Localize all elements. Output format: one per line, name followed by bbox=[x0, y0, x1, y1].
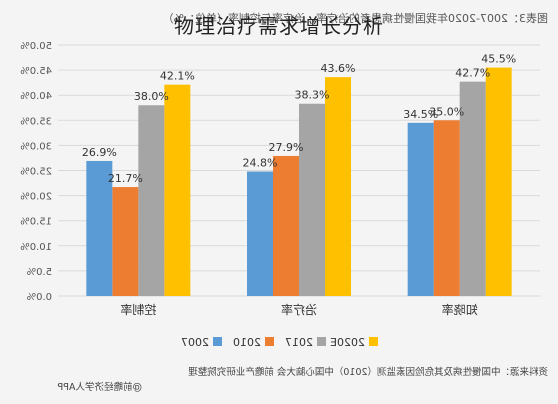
legend-label: 2010 bbox=[233, 336, 261, 349]
value-label: 34.5% bbox=[403, 108, 438, 121]
source-note: 资料来源：中国慢性病及其危险因素监测（2010）中国心脑大会 前瞻产业研究院整理 bbox=[188, 366, 548, 378]
value-label: 38.3% bbox=[295, 89, 330, 102]
value-label: 24.8% bbox=[243, 157, 278, 170]
y-tick-label: 35.0% bbox=[20, 116, 52, 127]
value-label: 35.0% bbox=[429, 105, 464, 118]
category-label-layer: 知晓率 治疗率 控制率 bbox=[120, 302, 477, 317]
value-label: 27.9% bbox=[269, 141, 304, 154]
bar-layer bbox=[86, 67, 512, 297]
bar-2007 bbox=[86, 160, 113, 296]
category-label: 知晓率 bbox=[442, 302, 478, 317]
value-label: 26.9% bbox=[82, 146, 117, 159]
legend: 2020E 2017 2010 2007 bbox=[181, 336, 378, 349]
bar-2017 bbox=[138, 105, 165, 297]
value-label-layer: 45.5%42.7% 35.0%34.5% 43.6% 38.3% 27.9% 24.8%… bbox=[82, 53, 516, 185]
y-tick-label: 25.0% bbox=[20, 167, 52, 178]
y-tick-label: 0.0% bbox=[27, 292, 52, 303]
legend-label: 2017 bbox=[285, 336, 313, 349]
legend-swatch bbox=[369, 337, 378, 346]
y-tick-label: 30.0% bbox=[20, 141, 52, 152]
y-tick-label: 40.0% bbox=[20, 91, 52, 102]
value-label: 43.6% bbox=[321, 62, 356, 75]
y-tick-label: 15.0% bbox=[20, 217, 52, 228]
y-tick-label: 10.0% bbox=[20, 242, 52, 253]
y-tick-label: 45.0% bbox=[20, 66, 52, 77]
bar-2007 bbox=[247, 171, 273, 296]
footer-note: @前瞻经济学人APP bbox=[57, 381, 142, 393]
bar-2020E bbox=[485, 67, 512, 296]
legend-swatch bbox=[317, 337, 326, 346]
page-title: 物理治疗需求增长分析 bbox=[174, 14, 384, 38]
bar-2020E bbox=[164, 84, 191, 297]
value-label: 42.7% bbox=[455, 67, 490, 80]
value-label: 38.0% bbox=[134, 90, 169, 103]
legend-swatch bbox=[213, 337, 222, 346]
bar-2017 bbox=[459, 81, 486, 296]
value-label: 42.1% bbox=[160, 70, 195, 83]
bar-2010 bbox=[112, 187, 139, 296]
bar-2010 bbox=[273, 155, 299, 296]
legend-label: 2007 bbox=[181, 336, 209, 349]
bar-2020E bbox=[325, 77, 351, 297]
value-label: 21.7% bbox=[108, 172, 143, 185]
y-tick-label: 20.0% bbox=[20, 192, 52, 203]
y-tick-layer: 0.0% 5.0% 10.0% 15.0% 20.0% 25.0% 30.0% 35.0% 40… bbox=[20, 41, 52, 303]
y-tick-label: 5.0% bbox=[27, 267, 52, 278]
legend-label: 2020E bbox=[330, 336, 365, 349]
caption-top: 图表3：2007-2020年我国慢性病患者的治疗率、治疗率与控制率（单位：%） bbox=[163, 11, 548, 25]
bar-2007 bbox=[407, 122, 434, 296]
bar-2017 bbox=[299, 103, 325, 296]
value-label: 45.5% bbox=[481, 53, 516, 66]
y-tick-label: 50.0% bbox=[20, 41, 52, 52]
category-label: 控制率 bbox=[120, 302, 156, 317]
bar-2010 bbox=[433, 120, 460, 296]
category-label: 治疗率 bbox=[281, 302, 317, 317]
legend-swatch bbox=[265, 337, 274, 346]
